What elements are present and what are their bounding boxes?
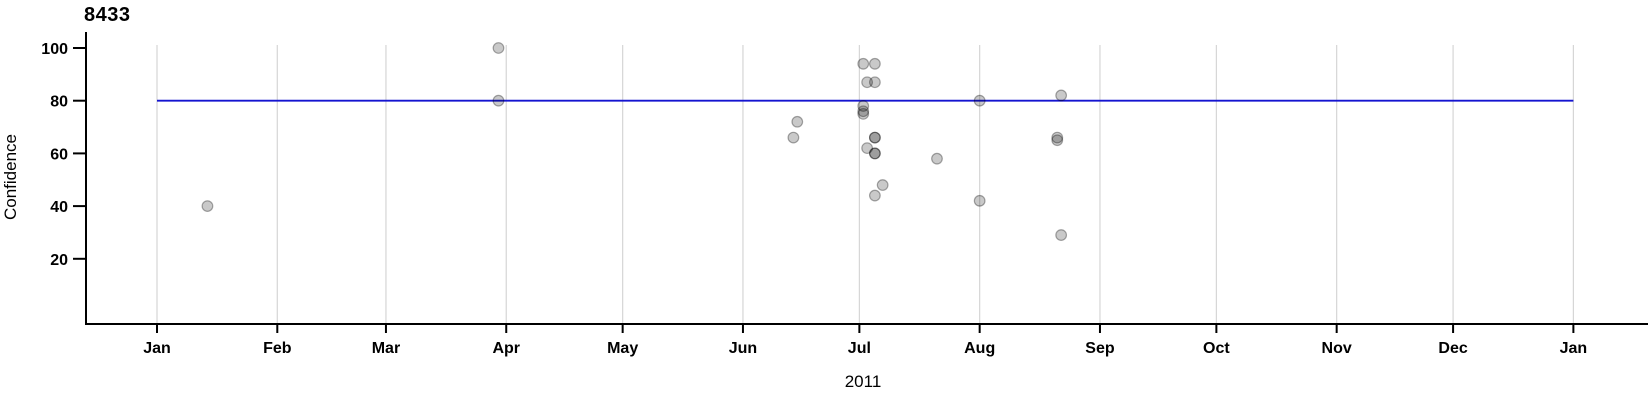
data-point — [857, 107, 870, 120]
y-tick-label: 60 — [50, 146, 68, 163]
data-point — [861, 76, 874, 89]
data-point — [973, 94, 986, 107]
x-tick-label: Jan — [143, 340, 171, 357]
data-point — [857, 100, 870, 112]
y-axis-title: Confidence — [1, 133, 20, 221]
y-tick-label: 80 — [50, 94, 68, 111]
x-tick-label: Dec — [1438, 340, 1467, 357]
y-tick-label: 100 — [41, 41, 68, 58]
x-tick-label: Feb — [263, 340, 292, 357]
data-point — [868, 57, 881, 70]
data-point — [931, 152, 943, 165]
data-point — [868, 147, 881, 160]
data-point — [857, 105, 870, 118]
data-point — [857, 57, 870, 70]
data-point — [868, 189, 881, 202]
x-tick-label: May — [607, 340, 638, 357]
x-tick-label: Nov — [1322, 340, 1352, 357]
y-tick-label: 40 — [50, 199, 68, 216]
x-tick-label: Aug — [964, 340, 995, 357]
x-tick-label: Jun — [729, 340, 757, 357]
x-tick-label: Apr — [492, 340, 520, 357]
data-point — [973, 194, 986, 207]
x-tick-label: Oct — [1203, 340, 1230, 357]
data-point — [868, 76, 881, 89]
x-tick-label: Mar — [372, 340, 400, 357]
data-point — [868, 131, 881, 144]
x-axis-title: 2011 — [844, 372, 882, 391]
x-tick-label: Sep — [1085, 340, 1115, 357]
x-tick-label: Jul — [848, 340, 871, 357]
y-tick-label: 20 — [50, 252, 68, 269]
x-tick-label: Jan — [1560, 340, 1588, 357]
data-point — [861, 142, 874, 155]
data-point — [868, 131, 881, 144]
data-point — [492, 94, 505, 107]
data-point — [1051, 134, 1064, 147]
data-point — [1051, 131, 1064, 144]
data-point — [791, 115, 804, 128]
chart-title: 8433 — [84, 4, 131, 26]
data-point — [876, 179, 889, 191]
data-point — [868, 147, 881, 160]
data-point — [201, 200, 214, 213]
data-point — [492, 42, 505, 54]
data-point — [1055, 89, 1068, 102]
data-point — [1055, 229, 1068, 241]
data-point — [787, 131, 800, 144]
